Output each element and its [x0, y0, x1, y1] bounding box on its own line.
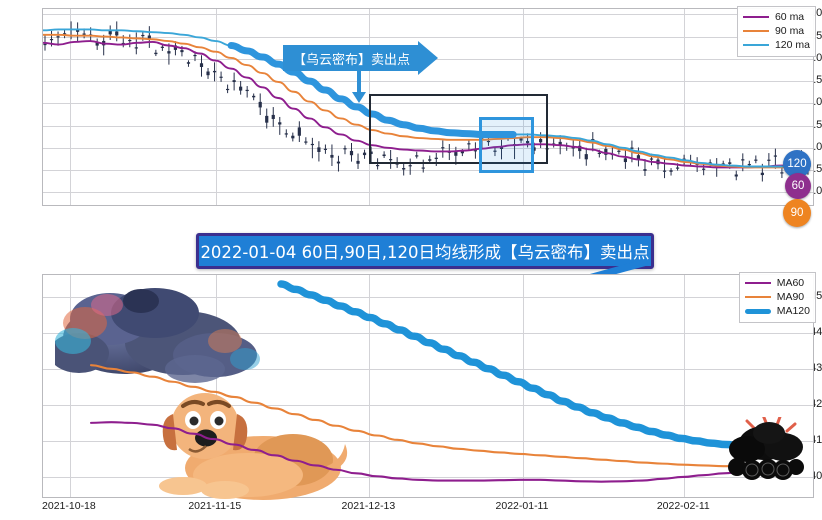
- gridline: [43, 477, 813, 478]
- legend-swatch: [742, 44, 769, 46]
- gridline: [43, 170, 813, 172]
- x-axis-tick-label: 2022-01-11: [495, 500, 549, 512]
- legend-item: 60 ma: [742, 10, 810, 24]
- gridline: [684, 9, 686, 205]
- y-axis-tick-label: 43: [810, 361, 822, 374]
- gridline: [43, 440, 813, 442]
- bottom-chart-legend: MA60 MA90 MA120: [738, 272, 816, 323]
- sell-signal-banner: 2022-01-04 60日,90日,120日均线形成【乌云密布】卖出点: [196, 233, 654, 269]
- ma60-line: [43, 40, 811, 169]
- gridline: [215, 9, 217, 205]
- legend-label: MA60: [776, 277, 805, 289]
- gridline: [43, 404, 813, 406]
- callout-arrow-shaft: [357, 67, 361, 93]
- legend-label: 60 ma: [774, 11, 805, 23]
- bottom-ma-detail-chart: 45 44 43 42 41 40: [0, 262, 822, 520]
- legend-swatch: [742, 16, 769, 18]
- legend-swatch: [742, 30, 769, 32]
- y-axis-tick-label: 40: [810, 469, 822, 482]
- dark-highlight-rectangle: [369, 94, 548, 165]
- gridline: [43, 192, 813, 194]
- blue-highlight-rectangle: [479, 116, 534, 174]
- x-axis-tick-label: 2021-12-13: [341, 500, 396, 512]
- gridline: [369, 275, 371, 497]
- sell-signal-callout-body: 【乌云密布】卖出点: [283, 45, 419, 71]
- y-axis-tick-label: 44: [810, 325, 822, 338]
- x-axis-tick-label: 2021-10-18: [42, 500, 96, 512]
- gridline: [215, 275, 217, 497]
- bottom-chart-plot-area: [42, 274, 814, 500]
- legend-swatch: [744, 308, 771, 314]
- bottom-chart-series: [89, 280, 789, 483]
- legend-item: MA90: [744, 290, 810, 304]
- sell-signal-callout-label: 【乌云密布】卖出点: [293, 52, 411, 68]
- legend-label: 120 ma: [774, 39, 810, 51]
- legend-label: MA90: [776, 291, 805, 303]
- x-axis-tick-label: 2021-11-15: [188, 500, 242, 512]
- gridline: [69, 275, 71, 497]
- ma90-line: [89, 364, 787, 468]
- callout-drop-arrow: [352, 67, 366, 103]
- legend-item: 90 ma: [742, 24, 810, 38]
- gridline: [43, 296, 813, 298]
- ma-badge-90: 90: [783, 199, 811, 227]
- gridline: [684, 275, 686, 497]
- callout-arrow-head: [352, 92, 366, 103]
- ma120-thick-highlight: [227, 41, 517, 138]
- sell-signal-banner-label: 2022-01-04 60日,90日,120日均线形成【乌云密布】卖出点: [200, 243, 650, 262]
- gridline: [43, 147, 813, 149]
- legend-label: MA120: [776, 305, 810, 317]
- gridline: [43, 103, 813, 105]
- y-axis-tick-label: 41: [810, 433, 822, 446]
- dog-illustration: [159, 393, 348, 500]
- gridline: [43, 81, 813, 83]
- gridline: [69, 9, 71, 205]
- callout-arrow-tip: [418, 41, 439, 75]
- legend-label: 90 ma: [774, 25, 805, 37]
- black-storm-cloud-illustration: [728, 417, 804, 480]
- gridline: [43, 14, 813, 16]
- gridline: [43, 368, 813, 370]
- storm-cloud-illustration: [55, 288, 260, 383]
- legend-swatch: [744, 296, 771, 298]
- top-chart-plot-area: [42, 8, 814, 206]
- top-chart-legend: 60 ma 90 ma 120 ma: [736, 6, 816, 57]
- legend-item: MA60: [744, 276, 810, 290]
- gridline: [43, 125, 813, 127]
- legend-item: MA120: [744, 304, 810, 318]
- ma60-line: [89, 421, 787, 483]
- gridline: [523, 9, 524, 205]
- x-axis-tick-label: 2022-02-11: [656, 500, 710, 512]
- legend-item: 120 ma: [742, 38, 810, 52]
- sell-signal-callout: 【乌云密布】卖出点: [283, 41, 439, 75]
- y-axis-tick-label: 42: [810, 397, 822, 410]
- gridline: [43, 36, 813, 38]
- legend-swatch: [744, 282, 771, 284]
- gridline: [43, 332, 813, 334]
- ma90-line: [43, 33, 811, 169]
- y-axis-tick-label: 45: [810, 289, 822, 302]
- ma120-line: [277, 280, 789, 451]
- top-candlestick-chart: 55.052.550.047.545.042.540.037.535.0 【乌云…: [0, 0, 822, 232]
- ma-badge-60: 60: [785, 173, 811, 199]
